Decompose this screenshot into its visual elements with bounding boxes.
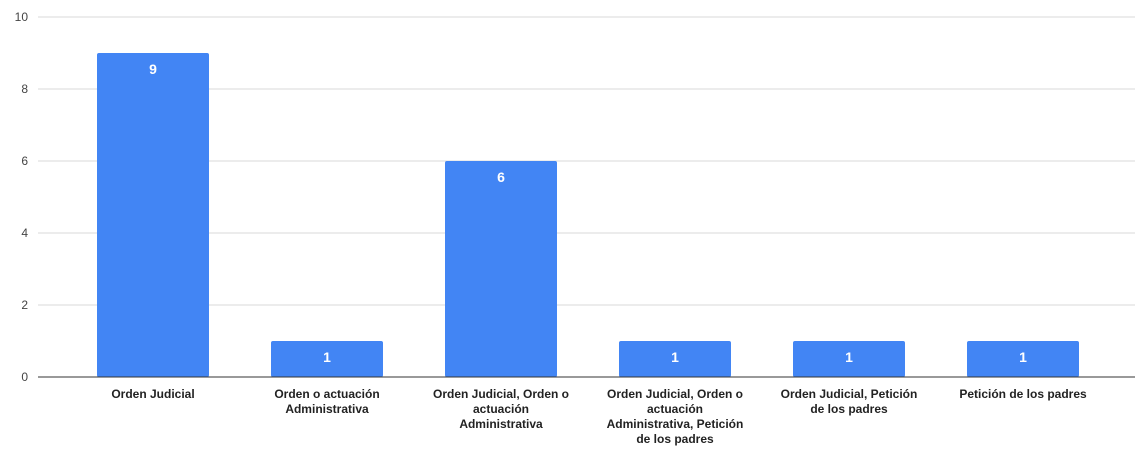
x-tick-label: Orden Judicial, Orden o actuación Administ… bbox=[607, 387, 744, 446]
x-tick-label-line: Orden Judicial, Orden o bbox=[433, 387, 569, 401]
bar-value-label: 1 bbox=[323, 349, 331, 365]
bar bbox=[97, 53, 209, 377]
x-tick-label-line: actuación bbox=[473, 402, 529, 416]
x-tick-label-line: Administrativa bbox=[285, 402, 369, 416]
x-tick-label-line: Administrativa, Petición bbox=[607, 417, 744, 431]
x-tick-label-line: de los padres bbox=[810, 402, 888, 416]
x-tick-label-line: Orden Judicial, Orden o bbox=[607, 387, 743, 401]
bar bbox=[967, 341, 1079, 377]
x-tick-label: Petición de los padres bbox=[959, 387, 1087, 401]
x-tick-label: Orden Judicial, Petición de los padres bbox=[781, 387, 918, 416]
y-tick-label: 2 bbox=[21, 298, 28, 312]
bar-value-label: 6 bbox=[497, 169, 505, 185]
bar-value-label: 1 bbox=[671, 349, 679, 365]
x-tick-label-line: de los padres bbox=[636, 432, 714, 446]
x-tick-label-line: Orden o actuación bbox=[274, 387, 379, 401]
bar bbox=[445, 161, 557, 377]
x-tick-label-line: Petición de los padres bbox=[959, 387, 1087, 401]
x-tick-label: Orden Judicial, Orden o actuación Administ… bbox=[433, 387, 569, 431]
y-tick-label: 4 bbox=[21, 226, 28, 240]
x-axis-ticks: Orden Judicial Orden o actuación Administr… bbox=[111, 387, 1087, 446]
gridlines bbox=[38, 16, 1135, 306]
y-tick-label: 6 bbox=[21, 154, 28, 168]
bar-value-label: 1 bbox=[845, 349, 853, 365]
x-tick-label-line: Administrativa bbox=[459, 417, 543, 431]
x-tick-label-line: Orden Judicial, Petición bbox=[781, 387, 918, 401]
y-tick-label: 10 bbox=[15, 10, 29, 24]
y-tick-label: 8 bbox=[21, 82, 28, 96]
bar bbox=[619, 341, 731, 377]
y-axis-ticks: 0 2 4 6 8 10 bbox=[15, 10, 29, 384]
x-tick-label: Orden o actuación Administrativa bbox=[274, 387, 379, 416]
x-tick-label: Orden Judicial bbox=[111, 387, 194, 401]
x-tick-label-line: Orden Judicial bbox=[111, 387, 194, 401]
bars bbox=[97, 53, 1079, 377]
x-tick-label-line: actuación bbox=[647, 402, 703, 416]
bar-value-label: 9 bbox=[149, 61, 157, 77]
y-tick-label: 0 bbox=[21, 370, 28, 384]
bar-value-label: 1 bbox=[1019, 349, 1027, 365]
bar bbox=[271, 341, 383, 377]
bar bbox=[793, 341, 905, 377]
